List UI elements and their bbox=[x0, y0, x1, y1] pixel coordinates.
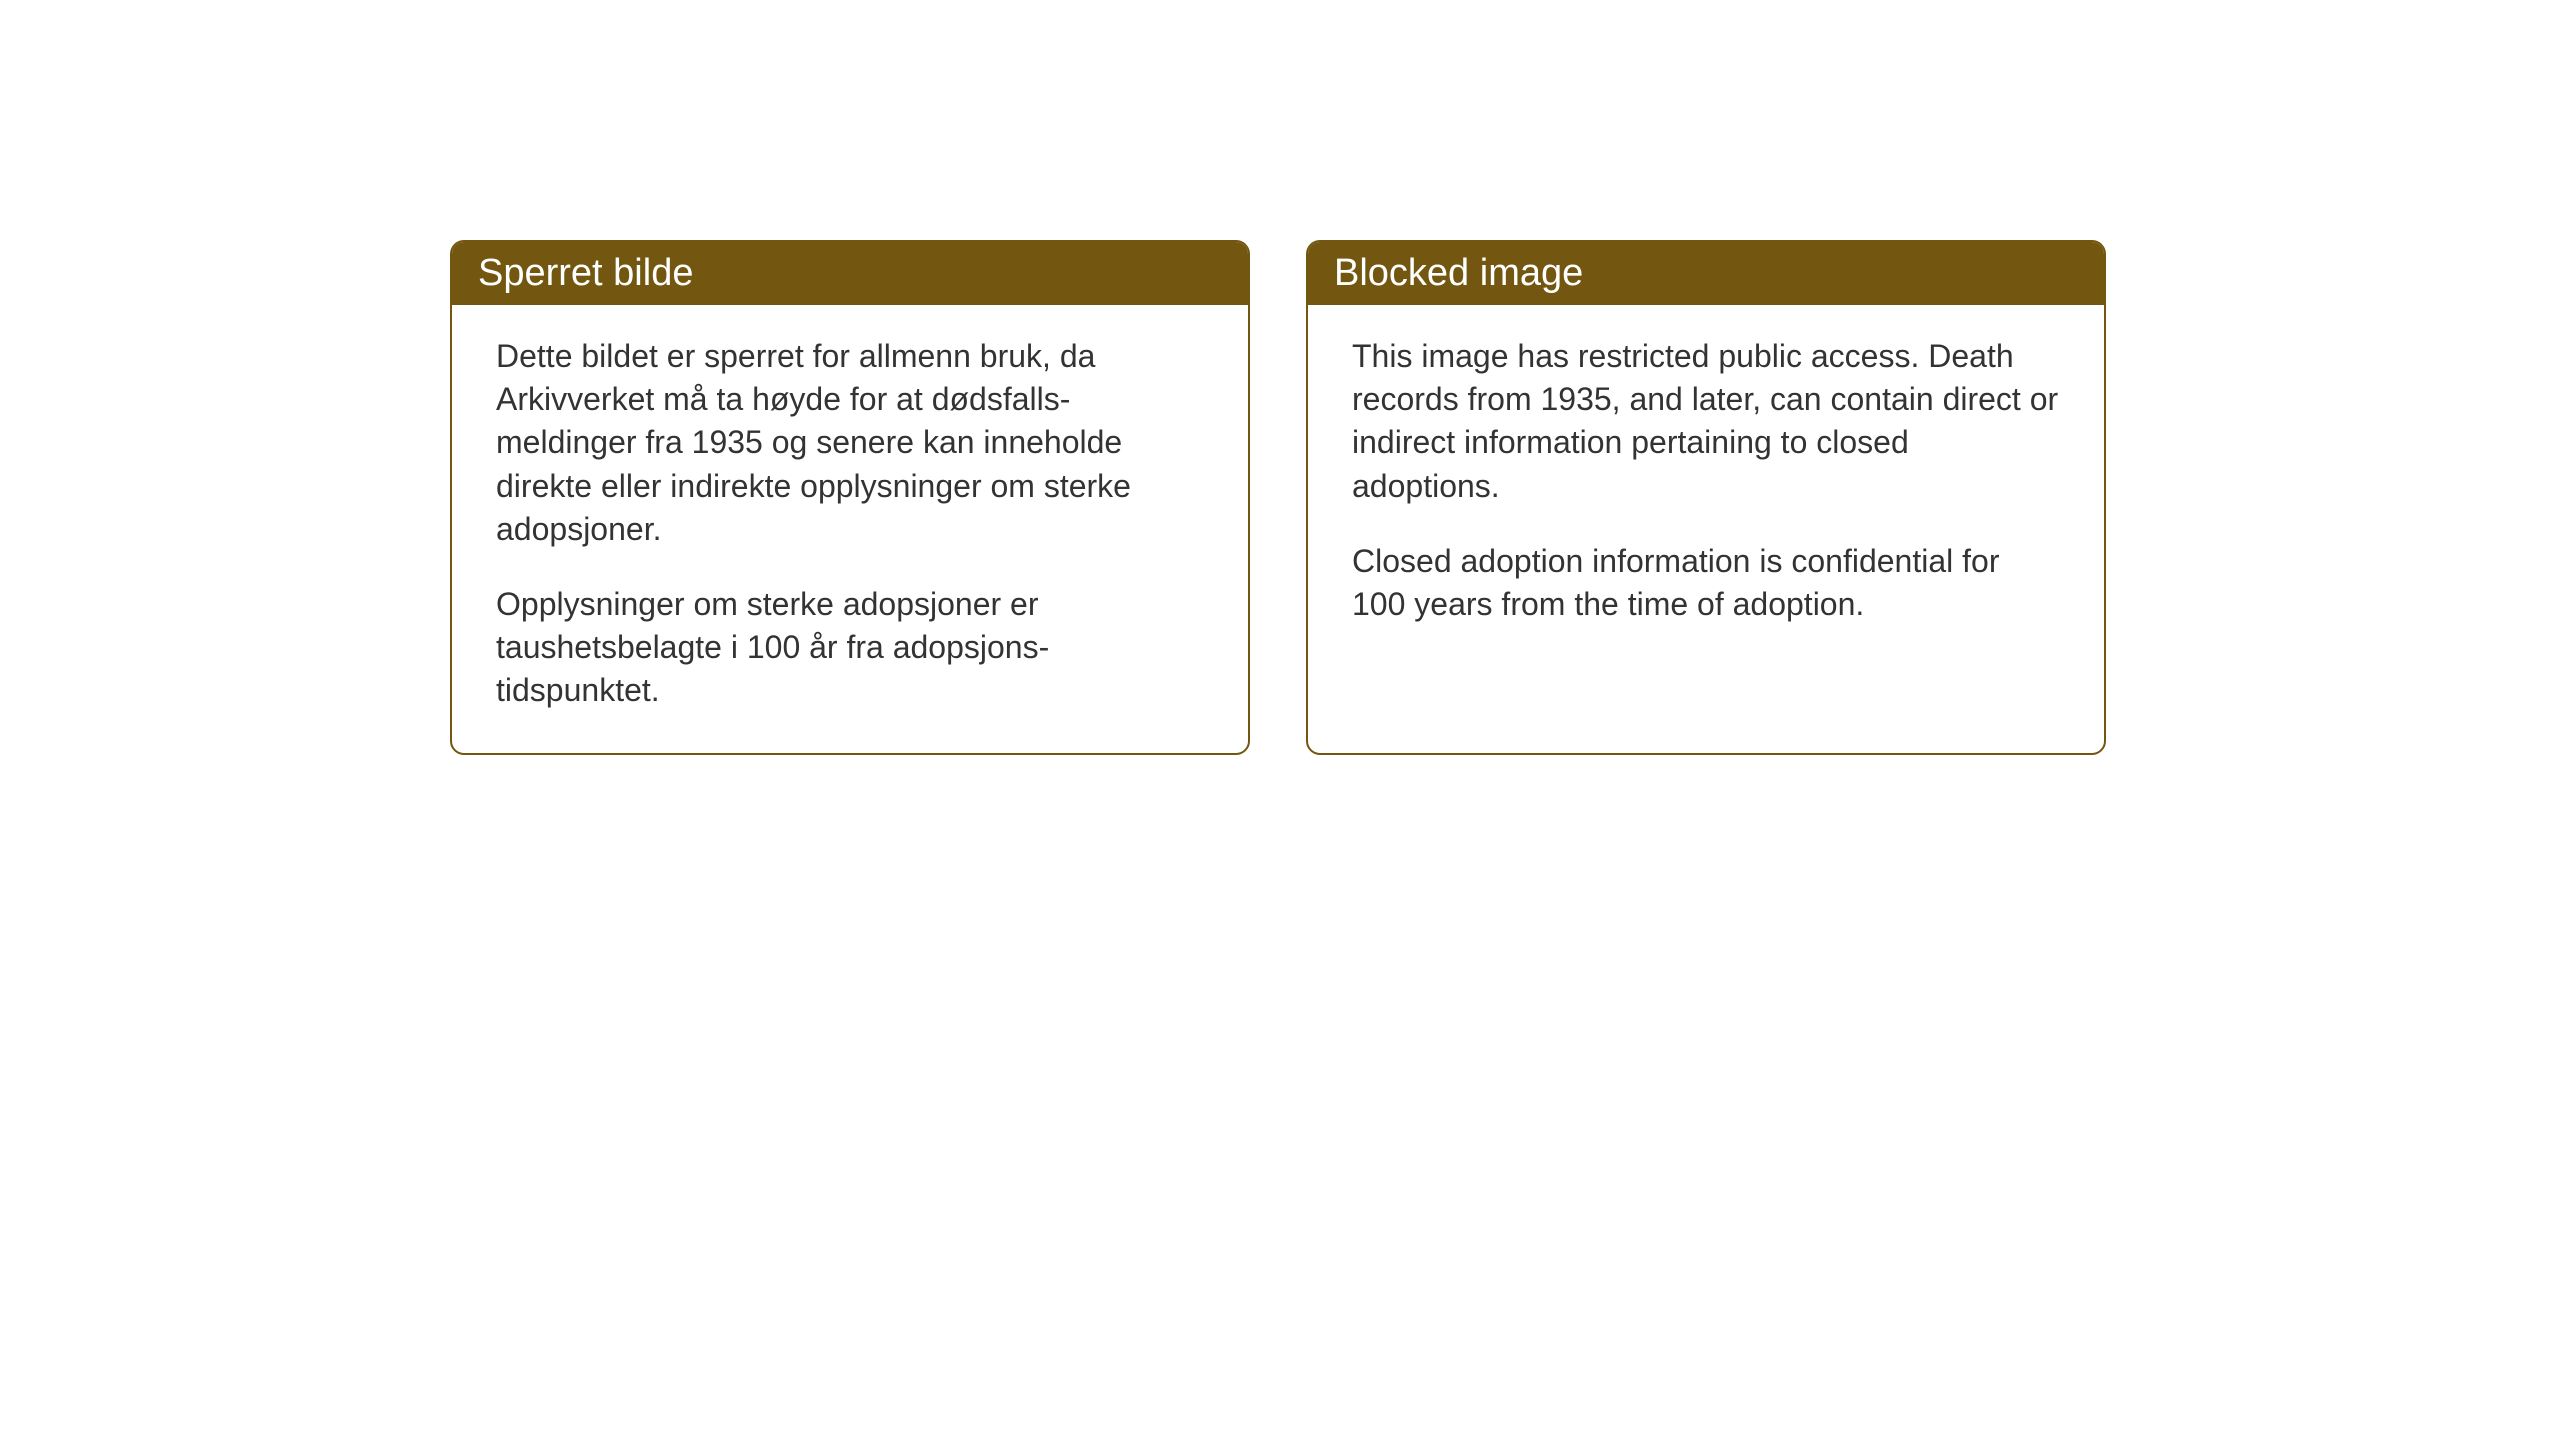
norwegian-card-title: Sperret bilde bbox=[452, 242, 1248, 305]
norwegian-paragraph-1: Dette bildet er sperret for allmenn bruk… bbox=[496, 335, 1204, 551]
norwegian-card-body: Dette bildet er sperret for allmenn bruk… bbox=[452, 305, 1248, 753]
english-paragraph-2: Closed adoption information is confident… bbox=[1352, 540, 2060, 626]
norwegian-paragraph-2: Opplysninger om sterke adopsjoner er tau… bbox=[496, 583, 1204, 713]
english-paragraph-1: This image has restricted public access.… bbox=[1352, 335, 2060, 508]
english-notice-card: Blocked image This image has restricted … bbox=[1306, 240, 2106, 755]
english-card-body: This image has restricted public access.… bbox=[1308, 305, 2104, 666]
english-card-title: Blocked image bbox=[1308, 242, 2104, 305]
notice-container: Sperret bilde Dette bildet er sperret fo… bbox=[450, 240, 2106, 755]
norwegian-notice-card: Sperret bilde Dette bildet er sperret fo… bbox=[450, 240, 1250, 755]
